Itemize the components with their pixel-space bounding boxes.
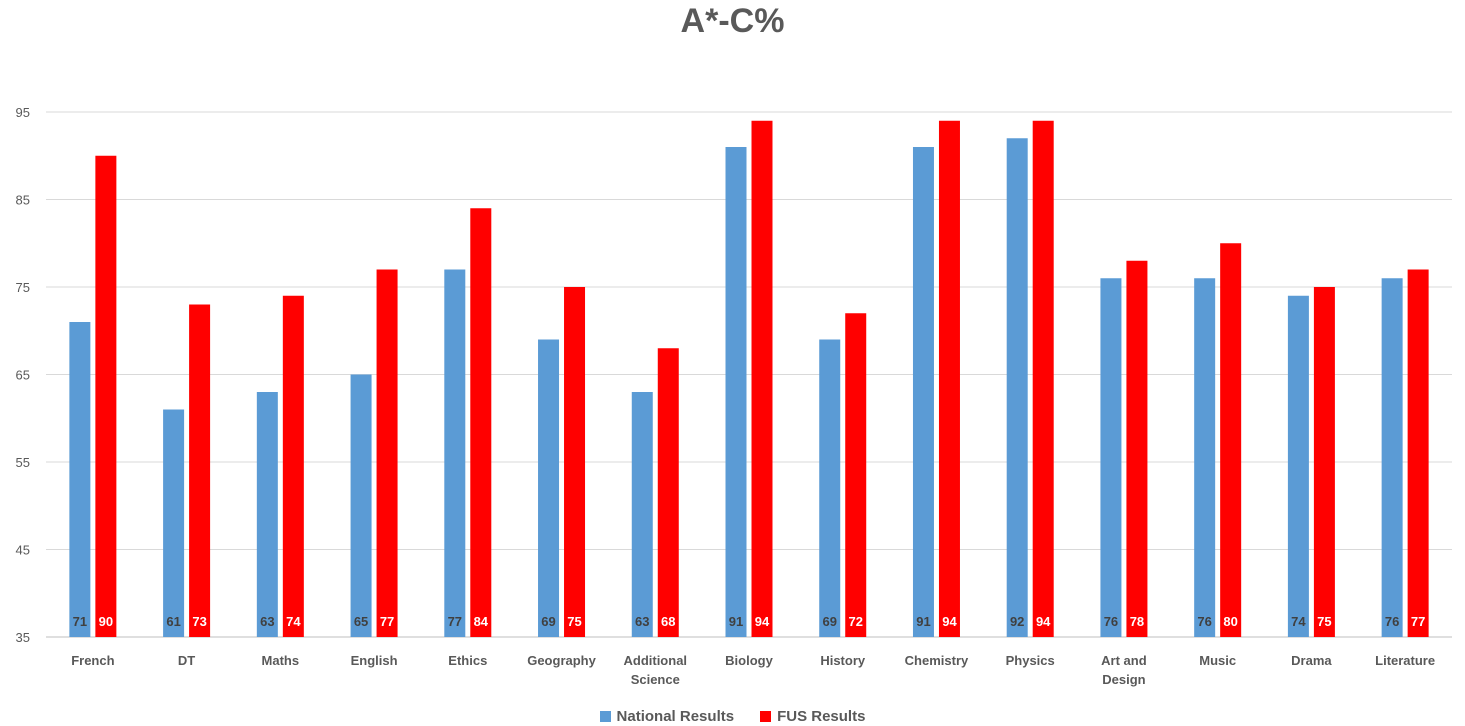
- x-tick-label: Ethics: [448, 653, 487, 668]
- bar-fus: [1032, 120, 1054, 637]
- data-labels: 71 90 61 73 63 74 65 77 77 84 69 75 63 68 91 94 69 72 91 94…: [73, 614, 1426, 629]
- bar-national: [1287, 295, 1309, 637]
- plot-area: 95 85 75 65 55 45 35 71 90 61 73 63 74 65 77 77 84 69 75 6…: [16, 105, 1452, 687]
- gridlines: [46, 111, 1452, 638]
- bar-national: [256, 392, 278, 637]
- x-tick-label: Additional Science: [623, 653, 687, 687]
- bar-national: [69, 322, 91, 637]
- x-tick-label: DT: [178, 653, 195, 668]
- data-label-fus: 68: [661, 614, 675, 629]
- x-tick-label: Maths: [262, 653, 300, 668]
- bar-fus: [376, 269, 398, 637]
- bar-fus: [95, 155, 117, 637]
- data-label-fus: 75: [567, 614, 581, 629]
- data-label-national: 92: [1010, 614, 1024, 629]
- data-label-fus: 72: [848, 614, 862, 629]
- data-label-national: 91: [916, 614, 930, 629]
- bar-fus: [751, 120, 773, 637]
- y-tick-label: 85: [16, 193, 30, 208]
- data-label-fus: 94: [942, 614, 957, 629]
- x-tick-label: Music: [1199, 653, 1236, 668]
- bar-national: [1006, 138, 1028, 637]
- y-axis-ticks: 95 85 75 65 55 45 35: [16, 105, 30, 645]
- y-tick-label: 95: [16, 105, 30, 120]
- y-tick-label: 75: [16, 280, 30, 295]
- legend-item-fus: FUS Results: [760, 708, 865, 725]
- x-tick-label: French: [71, 653, 114, 668]
- data-label-fus: 94: [1036, 614, 1051, 629]
- data-label-national: 76: [1104, 614, 1118, 629]
- legend-label-fus: FUS Results: [777, 707, 866, 725]
- bar-fus: [938, 120, 960, 637]
- x-axis-ticks: French DT Maths English Ethics Geography Addit…: [71, 653, 1435, 687]
- data-label-fus: 90: [99, 614, 113, 629]
- data-label-fus: 77: [380, 614, 394, 629]
- data-label-fus: 78: [1130, 614, 1144, 629]
- x-tick-label: Art and Design: [1101, 653, 1147, 687]
- data-label-national: 74: [1291, 614, 1306, 629]
- bar-fus: [1313, 287, 1335, 637]
- data-label-national: 65: [354, 614, 368, 629]
- legend-swatch-fus: [760, 710, 772, 722]
- legend: National Results FUS Results: [0, 707, 1465, 725]
- data-label-fus: 77: [1411, 614, 1425, 629]
- bar-fus: [564, 287, 586, 637]
- y-tick-label: 55: [16, 455, 30, 470]
- x-tick-label: Literature: [1375, 653, 1435, 668]
- data-label-national: 63: [635, 614, 649, 629]
- bars: [69, 120, 1429, 637]
- bar-national: [725, 147, 747, 637]
- bar-national: [444, 269, 466, 637]
- x-tick-label: Biology: [725, 653, 773, 668]
- bar-fus: [845, 313, 867, 637]
- data-label-national: 76: [1197, 614, 1211, 629]
- bar-national: [538, 339, 560, 637]
- bar-fus: [1220, 243, 1242, 637]
- data-label-national: 69: [822, 614, 836, 629]
- data-label-national: 63: [260, 614, 274, 629]
- bar-national: [912, 147, 934, 637]
- x-tick-label: Geography: [527, 653, 596, 668]
- bar-fus: [189, 304, 211, 637]
- data-label-national: 61: [166, 614, 180, 629]
- data-label-fus: 80: [1223, 614, 1237, 629]
- x-tick-label: English: [351, 653, 398, 668]
- data-label-fus: 74: [286, 614, 301, 629]
- x-tick-label: Physics: [1006, 653, 1055, 668]
- x-tick-label: Drama: [1291, 653, 1332, 668]
- data-label-fus: 75: [1317, 614, 1331, 629]
- legend-label-national: National Results: [616, 707, 735, 725]
- bar-fus: [470, 208, 492, 637]
- bar-fus: [1407, 269, 1429, 637]
- bar-national: [350, 374, 372, 637]
- bar-national: [631, 392, 653, 637]
- bar-national: [1381, 278, 1403, 637]
- legend-swatch-national: [599, 710, 611, 722]
- data-label-national: 69: [541, 614, 555, 629]
- data-label-national: 76: [1385, 614, 1399, 629]
- x-tick-label: Chemistry: [905, 653, 969, 668]
- data-label-fus: 84: [474, 614, 489, 629]
- y-tick-label: 35: [16, 630, 30, 645]
- bar-national: [1194, 278, 1216, 637]
- legend-item-national: National Results: [599, 707, 735, 725]
- bar-national: [163, 409, 185, 637]
- data-label-national: 77: [448, 614, 462, 629]
- data-label-fus: 94: [755, 614, 770, 629]
- data-label-fus: 73: [192, 614, 206, 629]
- bar-fus: [282, 295, 304, 637]
- y-tick-label: 65: [16, 368, 30, 383]
- x-tick-label: History: [820, 653, 866, 668]
- chart-title: A*-C%: [680, 2, 785, 40]
- data-label-national: 91: [729, 614, 743, 629]
- data-label-national: 71: [73, 614, 87, 629]
- y-tick-label: 45: [16, 543, 30, 558]
- bar-fus: [657, 348, 679, 637]
- bar-fus: [1126, 260, 1148, 637]
- bar-national: [1100, 278, 1122, 637]
- bar-national: [819, 339, 841, 637]
